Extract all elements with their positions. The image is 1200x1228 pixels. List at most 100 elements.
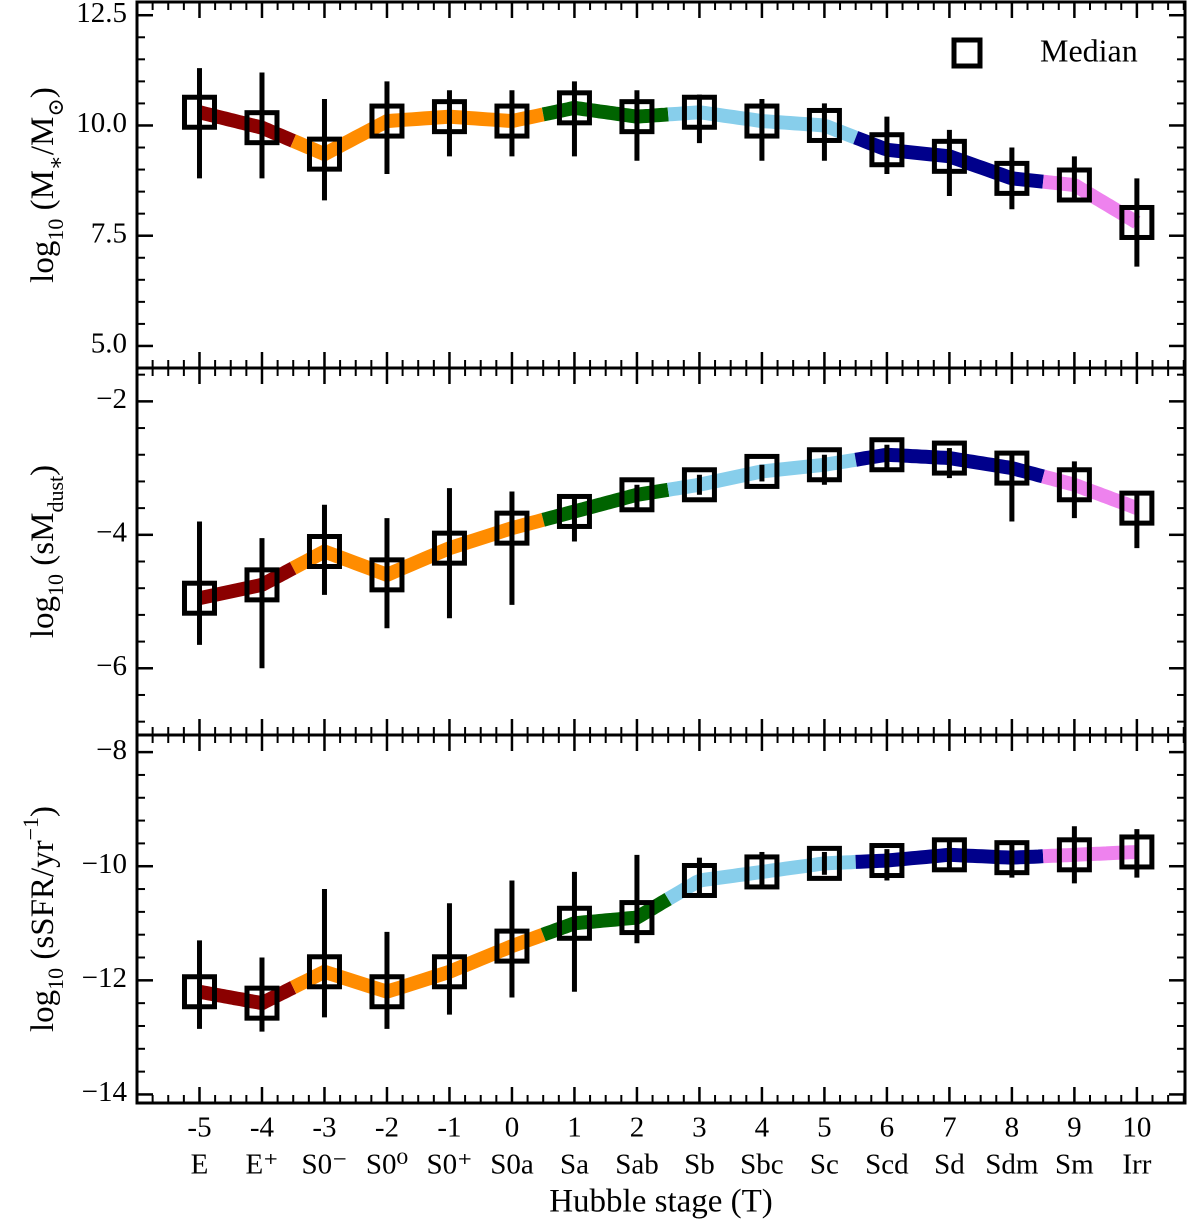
- y-tick-label: 7.5: [91, 217, 127, 249]
- panel-frame: [135, 366, 1187, 737]
- x-tick-label: -2: [375, 1112, 399, 1144]
- x-tick-name: Sab: [615, 1149, 659, 1181]
- median-marker: [931, 138, 967, 174]
- y-tick-label: −6: [96, 650, 127, 682]
- y-label-part: ): [25, 465, 61, 476]
- y-label-part: log: [25, 241, 61, 283]
- median-marker: [494, 510, 530, 546]
- median-marker: [431, 99, 467, 135]
- median-marker: [806, 107, 842, 143]
- y-tick-label: 10.0: [76, 107, 127, 139]
- median-marker: [431, 954, 467, 990]
- median-marker: [1056, 837, 1092, 873]
- y-label-part: ): [25, 87, 61, 98]
- median-marker: [931, 440, 967, 476]
- median-marker: [931, 837, 967, 873]
- median-marker: [556, 493, 592, 529]
- median-marker: [1056, 167, 1092, 203]
- trend-segment: [541, 100, 669, 124]
- median-marker: [494, 103, 530, 139]
- median-marker: [306, 534, 342, 569]
- x-tick-name: S0a: [490, 1149, 534, 1181]
- y-axis-label: log10 (sSFR/yr−1): [18, 806, 68, 1032]
- x-tick-name: S0⁰: [366, 1149, 408, 1181]
- x-tick-name: Scd: [865, 1149, 909, 1181]
- x-tick-label: 6: [880, 1112, 895, 1144]
- median-marker: [681, 862, 717, 898]
- y-tick-label: −12: [82, 962, 127, 994]
- median-marker: [1119, 204, 1155, 240]
- median-marker: [869, 437, 905, 473]
- median-marker: [681, 94, 717, 130]
- median-marker: [1119, 490, 1155, 526]
- x-tick-label: 2: [630, 1112, 645, 1144]
- y-label-part: (M: [25, 170, 61, 219]
- median-marker: [994, 840, 1030, 876]
- median-marker: [994, 160, 1030, 196]
- panel-frame: [135, 733, 1187, 1105]
- median-marker: [994, 450, 1030, 486]
- x-axis-label: Hubble stage (T): [549, 1184, 773, 1220]
- median-marker: [806, 845, 842, 881]
- y-tick-label: 5.0: [91, 328, 127, 360]
- y-label-part: (sM: [25, 513, 61, 574]
- median-marker: [181, 580, 217, 616]
- median-marker: [619, 477, 655, 513]
- median-marker: [681, 467, 717, 503]
- x-tick-name: E⁺: [245, 1149, 278, 1181]
- x-tick-label: 5: [817, 1112, 832, 1144]
- median-marker: [869, 843, 905, 879]
- median-marker: [244, 567, 280, 603]
- median-marker: [181, 974, 217, 1010]
- x-tick-label: -5: [187, 1112, 211, 1144]
- median-marker: [556, 90, 592, 126]
- x-tick-name: Sm: [1055, 1149, 1094, 1181]
- y-label-part: ): [25, 806, 61, 817]
- y-label-part: log: [25, 596, 61, 638]
- x-tick-label: -1: [437, 1112, 461, 1144]
- x-tick-label: 10: [1122, 1112, 1151, 1144]
- median-marker: [1119, 834, 1155, 870]
- x-tick-label: -3: [312, 1112, 336, 1144]
- median-marker: [744, 453, 780, 489]
- trend-segment: [540, 893, 672, 942]
- x-tick-label: 8: [1005, 1112, 1020, 1144]
- x-tick-name: Irr: [1122, 1149, 1151, 1181]
- trend-segment: [290, 107, 545, 162]
- median-marker: [431, 530, 467, 566]
- x-tick-name: Sc: [810, 1149, 839, 1181]
- x-tick-label: 0: [505, 1112, 520, 1144]
- x-tick-label: 3: [692, 1112, 707, 1144]
- median-marker: [369, 557, 405, 593]
- y-tick-label: −10: [82, 848, 127, 880]
- y-tick-label: −8: [96, 734, 127, 766]
- trend-segment: [289, 513, 546, 583]
- x-tick-label: 1: [567, 1112, 582, 1144]
- median-marker: [369, 974, 405, 1010]
- x-tick-name: E: [191, 1149, 209, 1181]
- x-tick-name: Sdm: [985, 1149, 1039, 1181]
- median-marker: [369, 103, 405, 139]
- y-axis-label: log10 (M∗/M⊙): [25, 87, 68, 283]
- y-label-part: log: [25, 990, 61, 1032]
- median-marker: [494, 928, 530, 964]
- y-tick-label: −2: [96, 383, 127, 415]
- median-marker: [306, 136, 342, 172]
- y-tick-label: −14: [82, 1076, 128, 1108]
- median-marker: [556, 905, 592, 941]
- legend-label: Median: [1040, 32, 1138, 68]
- trend-segment: [290, 928, 546, 1000]
- y-tick-label: −4: [96, 516, 127, 548]
- median-marker: [744, 854, 780, 890]
- y-label-part: 10: [43, 968, 68, 990]
- x-tick-label: -4: [250, 1112, 275, 1144]
- median-marker: [306, 954, 342, 990]
- y-label-part: ⊙: [43, 98, 68, 116]
- x-tick-name: S0⁺: [426, 1149, 472, 1181]
- median-marker: [244, 985, 280, 1021]
- x-tick-label: 4: [755, 1112, 770, 1144]
- x-tick-name: Sd: [934, 1149, 965, 1181]
- median-marker: [181, 94, 217, 130]
